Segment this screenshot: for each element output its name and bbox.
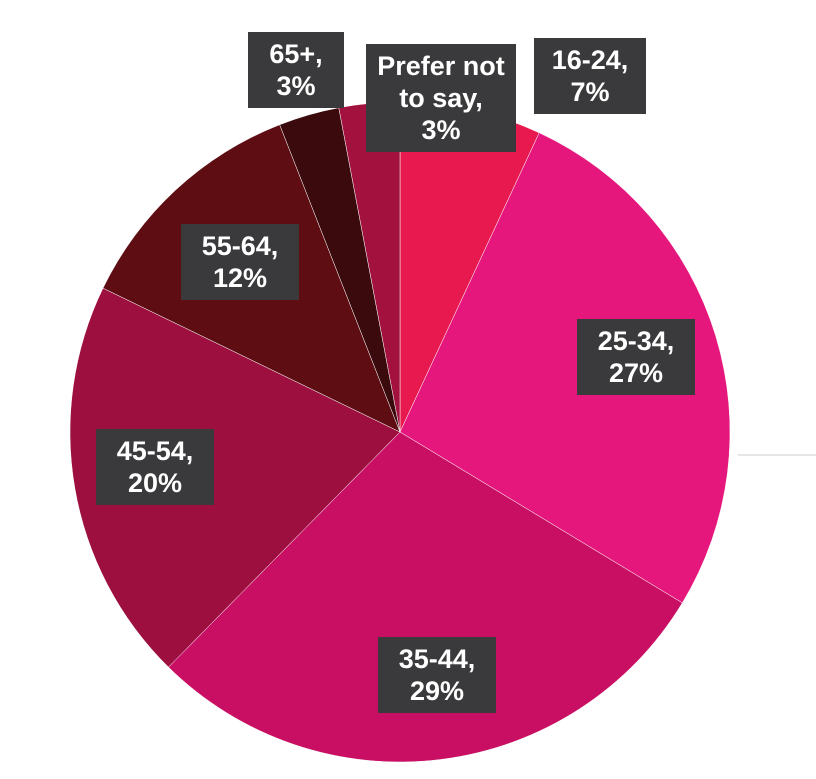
data-label: 45-54, 20%: [96, 429, 214, 505]
data-label: 25-34, 27%: [577, 319, 695, 395]
label-value: 29%: [409, 676, 465, 706]
label-category: 45-54,: [116, 436, 194, 466]
pie-slice: [168, 431, 683, 763]
label-category: Prefer not to say,: [377, 51, 505, 113]
label-category: 65+,: [269, 39, 323, 69]
pie-slice: [399, 132, 731, 604]
data-label: 35-44, 29%: [378, 637, 496, 713]
pie-slice: [69, 287, 401, 668]
label-value: 3%: [421, 115, 461, 145]
data-label: 16-24, 7%: [534, 38, 646, 114]
label-value: 12%: [212, 263, 268, 293]
label-value: 7%: [570, 77, 610, 107]
data-label: Prefer not to say, 3%: [366, 44, 516, 152]
data-label: 65+, 3%: [248, 32, 344, 108]
label-category: 16-24,: [551, 45, 629, 75]
label-category: 55-64,: [201, 231, 279, 261]
label-value: 27%: [608, 358, 664, 388]
label-category: 35-44,: [398, 644, 476, 674]
data-label: 55-64, 12%: [181, 224, 299, 300]
label-value: 3%: [276, 71, 316, 101]
label-value: 20%: [127, 468, 183, 498]
label-category: 25-34,: [597, 326, 675, 356]
